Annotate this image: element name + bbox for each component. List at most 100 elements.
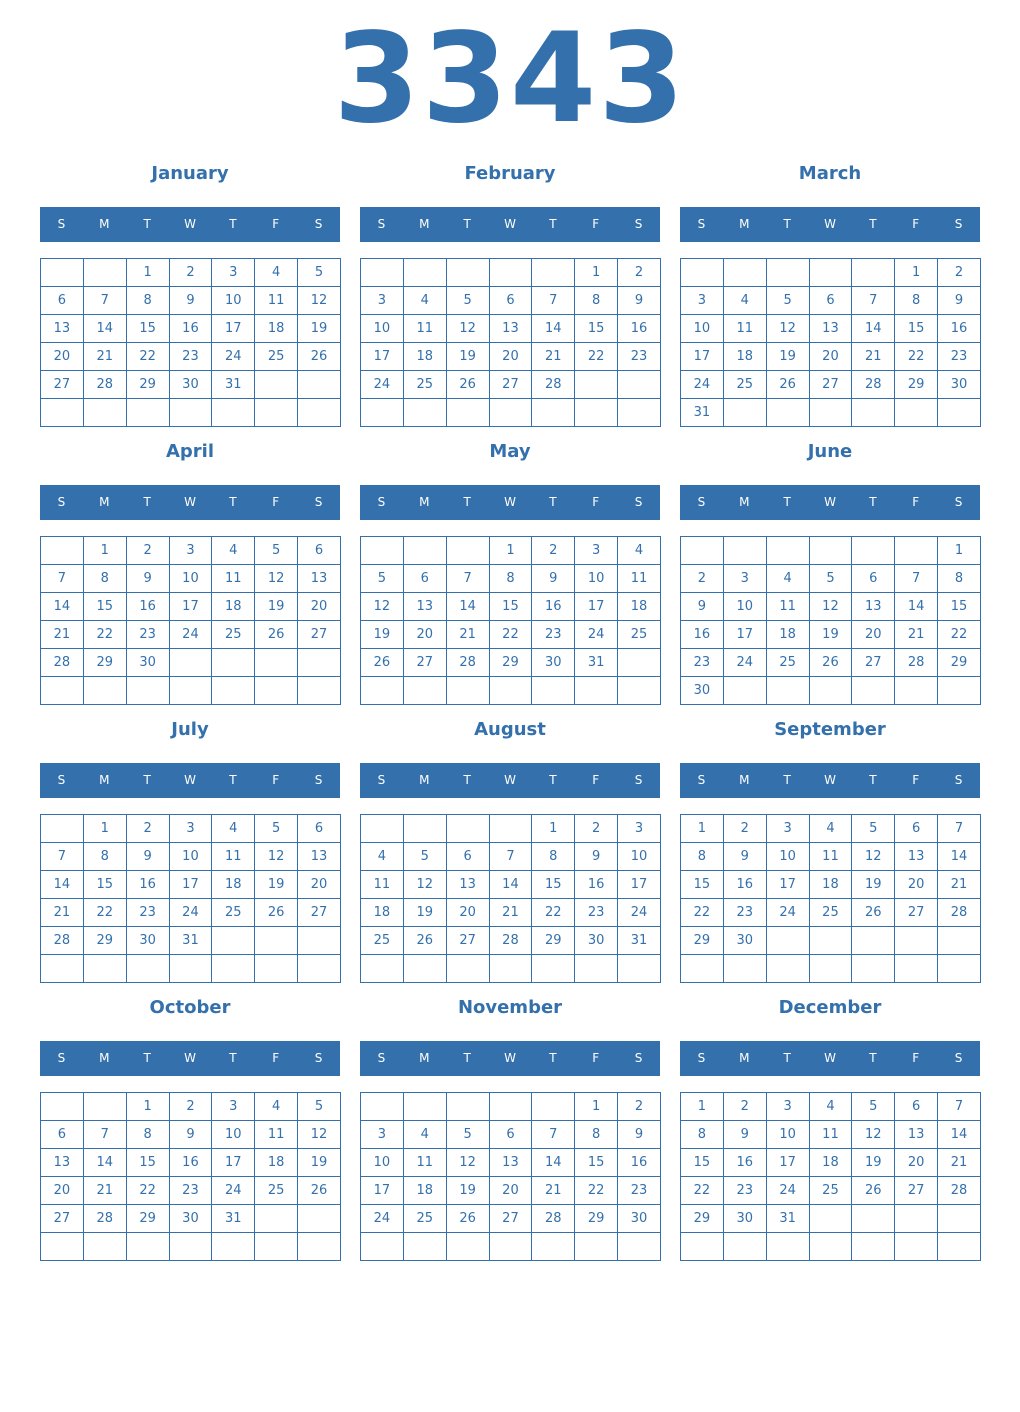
weekday-label: T [463,217,471,231]
day-cell: 7 [40,564,84,593]
empty-cell [40,536,84,565]
day-cell: 7 [531,286,576,315]
day-cell: 6 [808,286,853,315]
month-title: April [165,441,215,462]
day-cell: 18 [722,342,767,371]
weekday-label: S [634,495,643,509]
day-cell: 20 [894,1148,939,1177]
empty-cell [531,954,576,983]
day-cell: 16 [680,620,724,649]
day-cell: 10 [765,842,810,871]
day-cell: 23 [168,1176,213,1205]
day-cell: 18 [808,870,853,899]
day-cell: 23 [125,898,170,927]
empty-cell [360,1092,404,1121]
day-cell: 17 [360,342,404,371]
day-cell: 5 [297,258,341,287]
empty-cell [402,398,447,427]
day-cell: 28 [531,370,576,399]
empty-cell [445,1232,490,1261]
weekday-label: S [697,773,706,787]
day-cell: 28 [937,898,981,927]
day-cell: 23 [574,898,619,927]
day-cell: 26 [297,1176,341,1205]
empty-cell [808,398,853,427]
weekday-label: S [377,495,386,509]
week-row: 10 11 12 13 14 15 16 [360,1148,661,1177]
weekday-label: M [99,1051,110,1065]
day-cell: 19 [445,1176,490,1205]
weekday-label: T [463,773,471,787]
day-cell: 13 [402,592,447,621]
month-title: February [464,163,556,184]
day-cell: 19 [851,870,896,899]
day-cell: 13 [297,842,341,871]
day-cell: 21 [531,1176,576,1205]
day-cell: 5 [297,1092,341,1121]
empty-cell [254,676,299,705]
weekday-label: S [377,1051,386,1065]
day-cell: 5 [360,564,404,593]
day-cell: 2 [722,1092,767,1121]
day-cell: 13 [894,842,939,871]
weekday-label: W [824,495,836,509]
empty-cell [360,954,404,983]
empty-cell [402,954,447,983]
day-cell: 17 [722,620,767,649]
day-cell: 23 [722,1176,767,1205]
day-cell: 6 [40,1120,84,1149]
day-cell: 30 [168,370,213,399]
day-cell: 7 [488,842,533,871]
day-cell: 24 [765,898,810,927]
month-title: September [774,719,886,740]
day-cell: 29 [531,926,576,955]
empty-cell [254,648,299,677]
empty-cell [297,398,341,427]
empty-cell [722,258,767,287]
day-cell: 23 [168,342,213,371]
day-cell: 2 [574,814,619,843]
empty-cell [360,258,404,287]
day-cell: 11 [402,1148,447,1177]
weekday-label: S [954,1051,963,1065]
day-cell: 8 [574,286,619,315]
day-cell: 28 [894,648,939,677]
empty-cell [808,676,853,705]
day-cell: 4 [254,258,299,287]
empty-cell [402,536,447,565]
week-row [40,676,341,705]
day-cell: 22 [82,898,127,927]
empty-cell [617,954,661,983]
empty-cell [360,398,404,427]
weekday-label: S [954,495,963,509]
day-cell: 17 [680,342,724,371]
week-row: 29 30 31 [680,1204,981,1233]
empty-cell [722,954,767,983]
day-cell: 5 [445,1120,490,1149]
day-cell: 11 [254,1120,299,1149]
day-cell: 20 [297,870,341,899]
day-cell: 1 [82,536,127,565]
empty-cell [722,676,767,705]
day-cell: 1 [574,1092,619,1121]
day-cell: 28 [40,648,84,677]
day-cell: 18 [211,592,256,621]
weekday-label: M [419,495,430,509]
day-cell: 20 [402,620,447,649]
day-cell: 3 [617,814,661,843]
day-cell: 26 [254,620,299,649]
day-cell: 23 [617,1176,661,1205]
day-cell: 12 [402,870,447,899]
day-cell: 7 [40,842,84,871]
weekday-label: S [57,495,66,509]
day-cell: 9 [531,564,576,593]
empty-cell [531,1232,576,1261]
empty-cell [488,1232,533,1261]
empty-cell [765,258,810,287]
day-cell: 7 [82,1120,127,1149]
day-cell: 25 [402,1204,447,1233]
empty-cell [254,398,299,427]
